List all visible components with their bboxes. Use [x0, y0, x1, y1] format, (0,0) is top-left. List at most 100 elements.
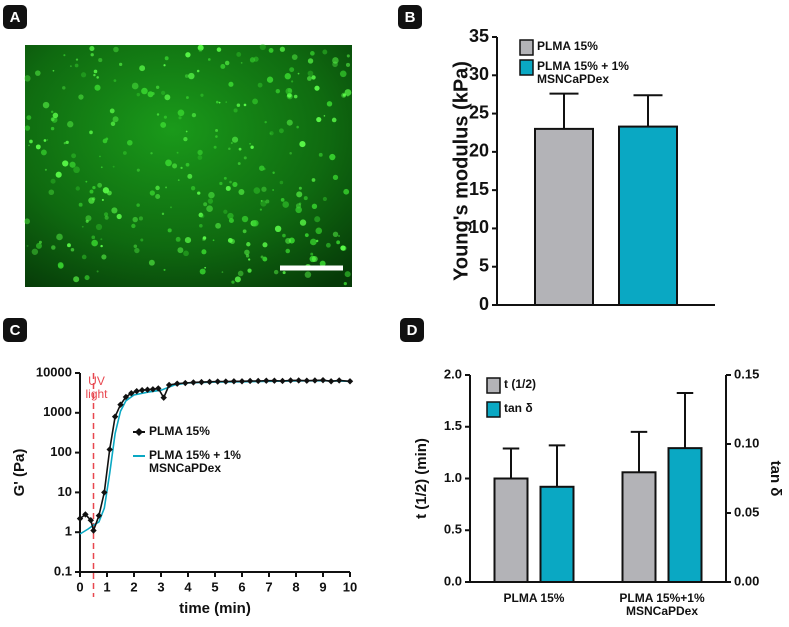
- y-tick-label: 0.0: [444, 573, 462, 588]
- point: [95, 512, 103, 519]
- panel-badge: [400, 318, 424, 342]
- speckle: [56, 233, 63, 241]
- speckle: [253, 56, 259, 62]
- point: [190, 379, 197, 386]
- speckle: [202, 236, 207, 240]
- speckle: [339, 70, 347, 78]
- speckle: [190, 186, 196, 191]
- speckle: [265, 199, 270, 204]
- speckle: [170, 206, 172, 209]
- speckle: [260, 200, 267, 207]
- speckle: [315, 239, 319, 243]
- legend-label-text: tan δ: [504, 402, 533, 415]
- speckle: [279, 180, 284, 185]
- speckle: [304, 233, 309, 238]
- legend-marker: [135, 428, 143, 436]
- speckle: [262, 242, 268, 248]
- speckle: [112, 165, 115, 168]
- panel-label: A: [10, 9, 21, 26]
- speckle: [167, 228, 172, 233]
- speckle: [52, 69, 55, 72]
- speckle: [280, 198, 285, 202]
- speckle: [318, 152, 323, 157]
- speckle: [136, 92, 141, 97]
- speckle: [325, 242, 331, 248]
- speckle: [89, 189, 94, 194]
- speckle: [322, 49, 328, 55]
- panel-label: D: [407, 322, 418, 339]
- point: [222, 378, 229, 385]
- speckle: [178, 116, 182, 120]
- speckle: [122, 151, 127, 155]
- annotation-text: UV light: [85, 375, 108, 401]
- panel-label: B: [405, 9, 416, 26]
- y-tick-label: 1.0: [444, 470, 462, 485]
- speckle: [161, 212, 165, 216]
- legend-label-text: t (1/2): [504, 378, 537, 391]
- point: [287, 377, 294, 384]
- legend-swatch: [519, 59, 534, 76]
- annotation: UV light: [85, 375, 108, 401]
- speckle: [101, 198, 104, 201]
- speckle: [316, 116, 322, 123]
- speckle: [187, 173, 193, 179]
- y-tick-label: 2.0: [444, 366, 462, 381]
- y2-tick-label: 0.00: [734, 573, 759, 588]
- speckle: [200, 93, 204, 97]
- speckle: [132, 216, 138, 223]
- speckle: [95, 223, 103, 231]
- speckle: [197, 44, 204, 51]
- point: [111, 413, 119, 420]
- speckle: [89, 130, 93, 135]
- speckle: [257, 82, 263, 88]
- speckle: [196, 69, 200, 73]
- point: [82, 511, 89, 518]
- speckle: [297, 72, 300, 75]
- speckle: [183, 136, 188, 142]
- speckle: [35, 70, 41, 76]
- point: [238, 378, 246, 385]
- x-tick-label: 1: [103, 579, 110, 594]
- point: [214, 378, 221, 385]
- point: [336, 377, 343, 384]
- speckle: [303, 196, 308, 201]
- speckle: [24, 218, 30, 225]
- speckle: [243, 103, 247, 107]
- speckle: [295, 206, 302, 214]
- speckle: [92, 185, 96, 190]
- speckle: [177, 247, 184, 254]
- x-tick-label: 6: [238, 579, 245, 594]
- speckle: [238, 189, 245, 196]
- speckle: [69, 161, 76, 168]
- speckle: [78, 94, 84, 100]
- y-tick-label: 0.5: [444, 522, 462, 537]
- speckle: [275, 88, 281, 94]
- speckle: [224, 60, 230, 66]
- point: [128, 390, 135, 397]
- speckle: [163, 268, 166, 271]
- speckle: [252, 219, 259, 227]
- speckle: [228, 217, 234, 224]
- speckle: [52, 112, 59, 119]
- speckle: [314, 216, 321, 223]
- speckle: [101, 254, 107, 260]
- speckle: [304, 271, 312, 278]
- point: [319, 376, 327, 384]
- speckle: [180, 166, 183, 170]
- bar: [621, 471, 657, 584]
- point: [279, 377, 286, 385]
- speckle: [112, 116, 119, 123]
- y2-tick-label: 0.10: [734, 435, 759, 450]
- speckle: [126, 139, 133, 146]
- speckle: [116, 213, 122, 220]
- bar: [667, 447, 703, 584]
- speckle: [323, 115, 326, 117]
- speckle: [188, 72, 195, 80]
- speckle: [163, 115, 167, 119]
- point: [117, 401, 124, 408]
- speckle: [164, 56, 169, 61]
- x-tick-label: PLMA 15%: [504, 592, 565, 605]
- legend-label-text: PLMA 15%: [149, 425, 210, 438]
- micrograph: [24, 43, 352, 287]
- speckle: [35, 242, 42, 249]
